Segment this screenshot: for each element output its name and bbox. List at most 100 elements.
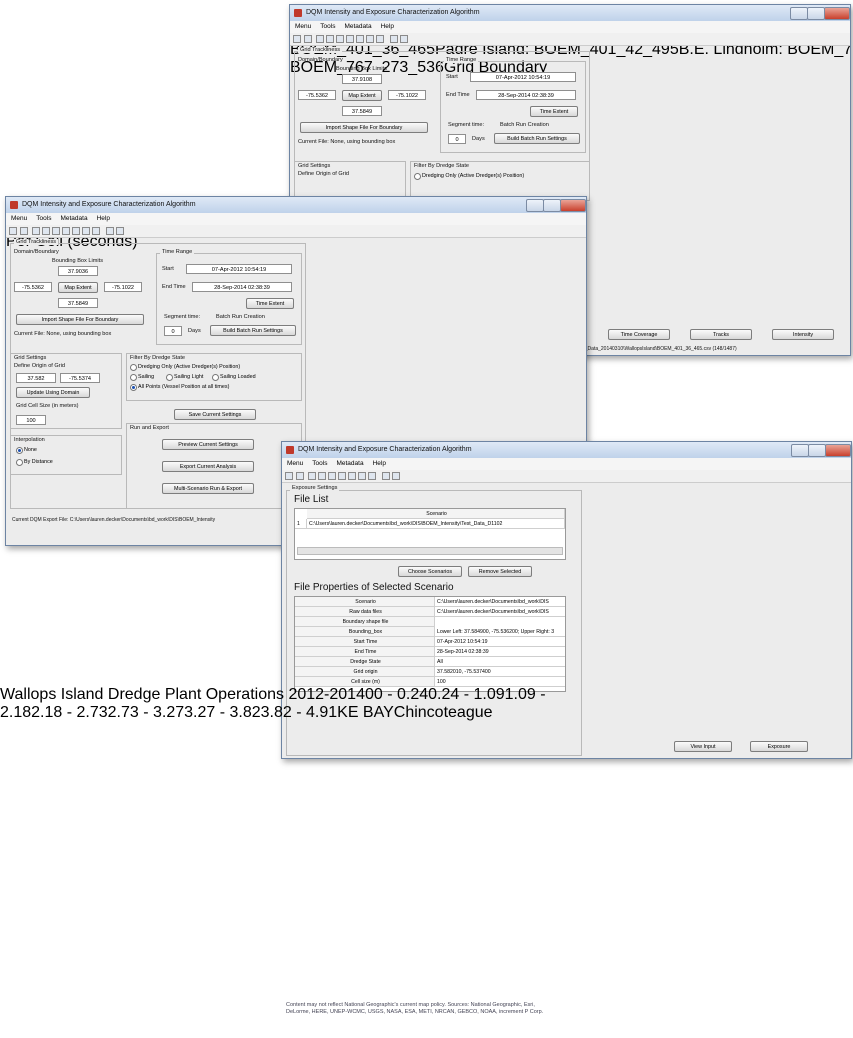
text-field[interactable]: -75.1022 [388,90,426,100]
button[interactable]: Time Extent [246,298,294,309]
button[interactable]: Map Extent [58,282,98,293]
text-field[interactable]: 07-Apr-2012 10:54:19 [470,72,576,82]
window-control[interactable] [807,7,825,20]
button[interactable]: Exposure [750,741,808,752]
toolbar-icon[interactable] [285,472,293,480]
text-field[interactable]: 0 [164,326,182,336]
menu-item[interactable]: Menu [11,215,27,222]
toolbar-icon[interactable] [366,35,374,43]
button[interactable]: Preview Current Settings [162,439,254,450]
table-cell[interactable]: C:\Users\lauren.decker\Documents\bd_work… [307,519,565,529]
button[interactable]: Update Using Domain [16,387,90,398]
text-field[interactable]: -75.1022 [104,282,142,292]
button[interactable]: Import Shape File For Boundary [16,314,144,325]
toolbar-icon[interactable] [72,227,80,235]
toolbar-icon[interactable] [338,472,346,480]
toolbar-icon[interactable] [328,472,336,480]
menu-item[interactable]: Menu [287,460,303,467]
button[interactable]: Intensity [772,329,834,340]
toolbar-icon[interactable] [336,35,344,43]
radio-button[interactable]: Dredging Only (Active Dredger(s) Positio… [130,364,240,371]
radio-button[interactable]: None [16,447,37,454]
toolbar-icon[interactable] [82,227,90,235]
window-control[interactable] [526,199,544,212]
menu-item[interactable]: Tools [36,215,51,222]
toolbar-icon[interactable] [106,227,114,235]
text-field[interactable]: 37.9036 [58,266,98,276]
text-field[interactable]: 100 [16,415,46,425]
toolbar-icon[interactable] [318,472,326,480]
toolbar-icon[interactable] [9,227,17,235]
toolbar-icon[interactable] [92,227,100,235]
toolbar-icon[interactable] [326,35,334,43]
radio-button[interactable]: Sailing Light [166,374,203,381]
button[interactable]: Build Batch Run Settings [210,325,296,336]
menu-item[interactable]: Tools [312,460,327,467]
radio-button[interactable]: Sailing Loaded [212,374,256,381]
toolbar-icon[interactable] [42,227,50,235]
radio-button[interactable]: Dredging Only (Active Dredger(s) Positio… [414,173,524,180]
menu-item[interactable]: Metadata [336,460,363,467]
text-field[interactable]: 07-Apr-2012 10:54:19 [186,264,292,274]
menu-item[interactable]: Help [373,460,386,467]
table-cell[interactable]: 1 [295,519,307,529]
button[interactable]: View Input [674,741,732,752]
toolbar-icon[interactable] [390,35,398,43]
toolbar-icon[interactable] [304,35,312,43]
button[interactable]: Tracks [690,329,752,340]
window-control[interactable] [824,7,850,20]
text-field[interactable]: 37.5849 [342,106,382,116]
menu-item[interactable]: Tools [320,23,335,30]
toolbar-icon[interactable] [62,227,70,235]
text-field[interactable]: 37.9108 [342,74,382,84]
toolbar-icon[interactable] [382,472,390,480]
scrollbar[interactable] [297,547,563,555]
menu-item[interactable]: Help [97,215,110,222]
window-control[interactable] [791,444,809,457]
toolbar-icon[interactable] [20,227,28,235]
window-control[interactable] [825,444,851,457]
button[interactable]: Remove Selected [468,566,532,577]
toolbar-icon[interactable] [392,472,400,480]
button[interactable]: Build Batch Run Settings [494,133,580,144]
radio-button[interactable]: All Points (Vessel Position at all times… [130,384,229,391]
text-field[interactable]: -75.5362 [298,90,336,100]
toolbar-icon[interactable] [316,35,324,43]
menu-item[interactable]: Metadata [60,215,87,222]
toolbar-icon[interactable] [32,227,40,235]
button[interactable]: Export Current Analysis [162,461,254,472]
toolbar-icon[interactable] [356,35,364,43]
window-control[interactable] [790,7,808,20]
button[interactable]: Choose Scenarios [398,566,462,577]
toolbar-icon[interactable] [358,472,366,480]
toolbar-icon[interactable] [293,35,301,43]
text-field[interactable]: 37.5849 [58,298,98,308]
radio-button[interactable]: By Distance [16,459,53,466]
menu-item[interactable]: Menu [295,23,311,30]
button[interactable]: Multi-Scenario Run & Export [162,483,254,494]
toolbar-icon[interactable] [400,35,408,43]
button[interactable]: Time Coverage [608,329,670,340]
text-field[interactable]: 37.582 [16,373,56,383]
toolbar-icon[interactable] [296,472,304,480]
radio-button[interactable]: Sailing [130,374,154,381]
window-control[interactable] [543,199,561,212]
toolbar-icon[interactable] [346,35,354,43]
toolbar-icon[interactable] [368,472,376,480]
button[interactable]: Map Extent [342,90,382,101]
button[interactable]: Time Extent [530,106,578,117]
button[interactable]: Import Shape File For Boundary [300,122,428,133]
toolbar-icon[interactable] [116,227,124,235]
text-field[interactable]: 28-Sep-2014 02:38:39 [476,90,576,100]
text-field[interactable]: -75.5362 [14,282,52,292]
toolbar-icon[interactable] [52,227,60,235]
window-control[interactable] [808,444,826,457]
toolbar-icon[interactable] [376,35,384,43]
text-field[interactable]: 28-Sep-2014 02:38:39 [192,282,292,292]
window-control[interactable] [560,199,586,212]
text-field[interactable]: 0 [448,134,466,144]
menu-item[interactable]: Help [381,23,394,30]
menu-item[interactable]: Metadata [344,23,371,30]
button[interactable]: Save Current Settings [174,409,256,420]
text-field[interactable]: -75.5374 [60,373,100,383]
